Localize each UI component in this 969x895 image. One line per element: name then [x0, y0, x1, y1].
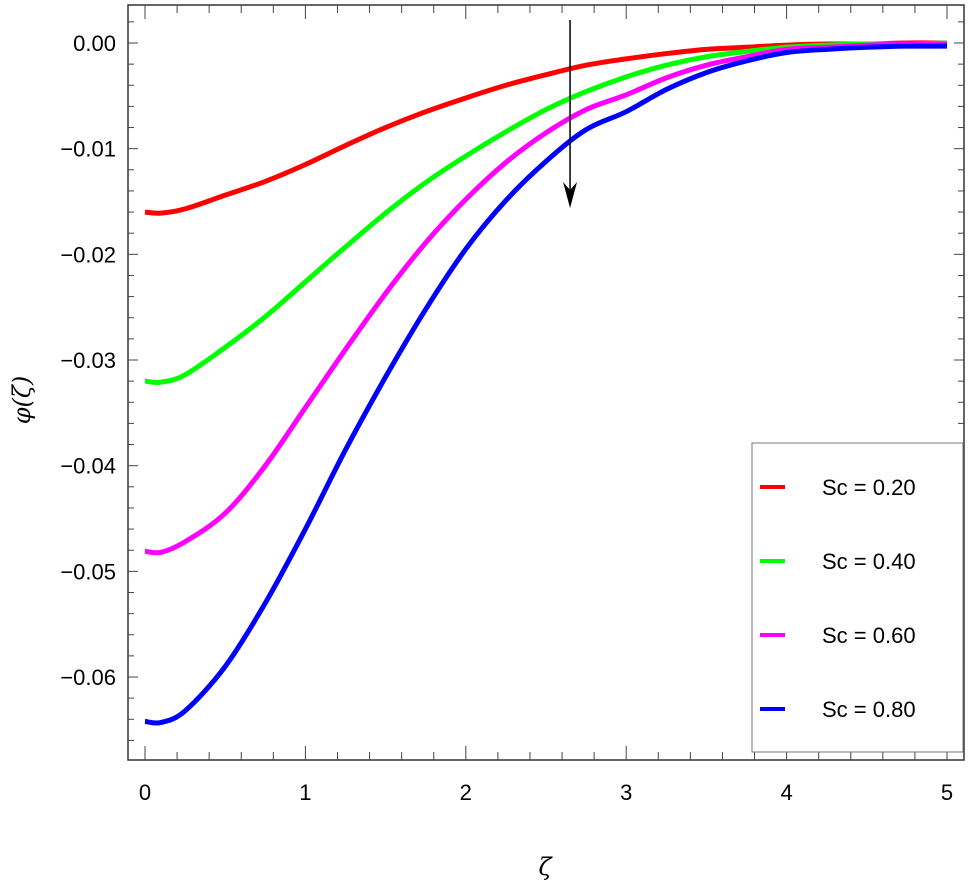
plot-border [127, 4, 965, 761]
y-tick-label: −0.03 [60, 348, 116, 373]
legend-label: Sc = 0.60 [822, 623, 916, 648]
y-tick-label: 0.00 [73, 31, 116, 56]
y-tick-label: −0.02 [60, 242, 116, 267]
legend: Sc = 0.20 Sc = 0.40 Sc = 0.60 Sc = 0.80 [751, 442, 964, 753]
trend-arrow [563, 20, 578, 208]
series-line [144, 43, 948, 726]
data-series [144, 40, 948, 726]
legend-label: Sc = 0.40 [822, 549, 916, 574]
arrow-down-icon [563, 182, 578, 208]
plot-frame [127, 4, 965, 761]
x-tick-label: 1 [299, 780, 311, 805]
series-line [144, 41, 948, 556]
x-tick-label: 4 [780, 780, 792, 805]
tick-labels: 0 1 2 3 4 5 0.00 −0.01 −0.02 −0.03 −0.04 −0.05 −0.06 [60, 31, 953, 805]
y-tick-label: −0.05 [60, 559, 116, 584]
x-axis-title: ζ [538, 853, 553, 881]
x-tick-label: 0 [139, 780, 151, 805]
series-line [144, 40, 948, 216]
y-tick-label: −0.04 [60, 454, 116, 479]
x-tick-label: 3 [620, 780, 632, 805]
legend-label: Sc = 0.80 [822, 697, 916, 722]
y-axis-title: φ(ζ) [8, 376, 36, 425]
legend-label: Sc = 0.20 [822, 475, 916, 500]
x-tick-label: 5 [941, 780, 953, 805]
y-tick-label: −0.06 [60, 665, 116, 690]
x-tick-label: 2 [460, 780, 472, 805]
series-line [144, 40, 948, 386]
y-tick-label: −0.01 [60, 137, 116, 162]
legend-box [751, 442, 964, 753]
